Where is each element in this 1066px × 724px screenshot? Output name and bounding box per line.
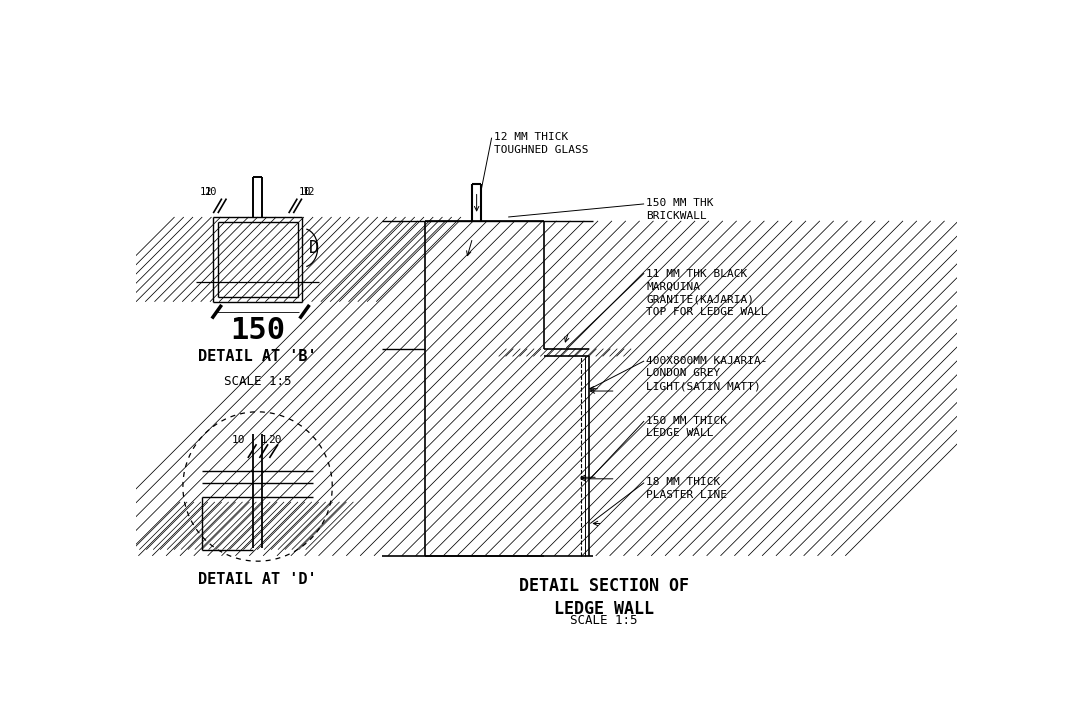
Bar — [203, 502, 253, 550]
Bar — [544, 349, 588, 356]
Text: 12: 12 — [303, 187, 316, 197]
Text: 10: 10 — [231, 435, 245, 445]
Text: 400X800MM KAJARIA-
LONDON GREY
LIGHT(SATIN MATT): 400X800MM KAJARIA- LONDON GREY LIGHT(SAT… — [646, 355, 768, 391]
Text: 150 MM THICK
LEDGE WALL: 150 MM THICK LEDGE WALL — [646, 416, 727, 439]
Text: 10: 10 — [298, 187, 311, 197]
Bar — [213, 217, 303, 302]
Text: DETAIL SECTION OF
LEDGE WALL: DETAIL SECTION OF LEDGE WALL — [519, 576, 689, 618]
Text: 20: 20 — [268, 435, 281, 445]
Text: SCALE 1:5: SCALE 1:5 — [570, 613, 637, 626]
Text: 18 MM THICK
PLASTER LINE: 18 MM THICK PLASTER LINE — [646, 477, 727, 500]
Text: 150 MM THK
BRICKWALL: 150 MM THK BRICKWALL — [646, 198, 714, 221]
Text: SCALE 1:5: SCALE 1:5 — [224, 375, 291, 388]
Text: 10: 10 — [205, 187, 216, 197]
Text: D: D — [308, 239, 319, 257]
Text: DETAIL AT 'B': DETAIL AT 'B' — [198, 350, 317, 364]
Bar — [424, 221, 544, 556]
Text: 12 MM THICK
TOUGHNED GLASS: 12 MM THICK TOUGHNED GLASS — [494, 132, 588, 155]
Text: 1: 1 — [260, 435, 268, 445]
Text: 11 MM THK BLACK
MARQUINA
GRANITE(KAJARIA)
TOP FOR LEDGE WALL: 11 MM THK BLACK MARQUINA GRANITE(KAJARIA… — [646, 269, 768, 317]
Text: 12: 12 — [199, 187, 212, 197]
Text: 150: 150 — [230, 316, 285, 345]
Text: DETAIL AT 'D': DETAIL AT 'D' — [198, 572, 317, 587]
